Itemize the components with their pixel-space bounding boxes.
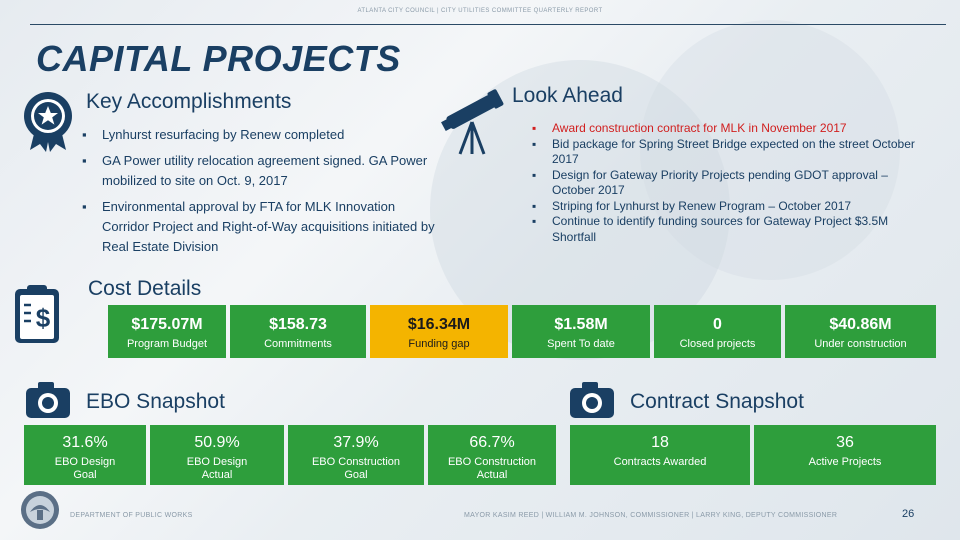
list-item: Lynhurst resurfacing by Renew completed	[82, 125, 442, 145]
look-ahead-heading: Look Ahead	[512, 84, 623, 107]
key-accomplishments-heading: Key Accomplishments	[86, 90, 292, 113]
list-item: Design for Gateway Priority Projects pen…	[532, 168, 932, 199]
cost-card-commitments: $158.73 Commitments	[230, 305, 366, 358]
cost-label: Program Budget	[126, 338, 208, 350]
ebo-card-design-goal: 31.6% EBO Design Goal	[24, 425, 146, 485]
footer-department: DEPARTMENT OF PUBLIC WORKS	[70, 512, 193, 519]
cost-value: $175.07M	[131, 316, 203, 333]
header-divider	[30, 24, 946, 25]
ebo-label: EBO Design Goal	[54, 456, 116, 481]
contract-label: Contracts Awarded	[613, 456, 707, 468]
list-item: GA Power utility relocation agreement si…	[82, 151, 442, 191]
cost-value: $16.34M	[407, 316, 471, 333]
list-item: Continue to identify funding sources for…	[532, 214, 932, 245]
cost-card-under-construction: $40.86M Under construction	[785, 305, 936, 358]
cost-card-spent-to-date: $1.58M Spent To date	[512, 305, 650, 358]
ebo-value: 66.7%	[469, 434, 515, 451]
ebo-label: EBO Construction Goal	[311, 456, 401, 481]
page-title: CAPITAL PROJECTS	[36, 38, 401, 79]
footer-officials: MAYOR KASIM REED | WILLIAM M. JOHNSON, C…	[464, 512, 838, 519]
key-accomplishments-list: Lynhurst resurfacing by Renew completed …	[82, 125, 442, 263]
cost-value: $158.73	[269, 316, 327, 333]
ebo-label: EBO Design Actual	[186, 456, 248, 481]
cost-value: $1.58M	[554, 316, 608, 333]
award-ribbon-icon	[24, 92, 72, 152]
camera-icon	[570, 382, 614, 418]
ebo-card-construction-goal: 37.9% EBO Construction Goal	[288, 425, 424, 485]
cost-card-funding-gap: $16.34M Funding gap	[370, 305, 508, 358]
contract-value: 18	[651, 434, 669, 451]
city-seal-logo	[21, 491, 59, 529]
cost-label: Funding gap	[408, 338, 470, 350]
list-item: Striping for Lynhurst by Renew Program –…	[532, 199, 932, 215]
list-item: Award construction contract for MLK in N…	[532, 121, 932, 137]
cost-card-program-budget: $175.07M Program Budget	[108, 305, 226, 358]
telescope-icon	[441, 89, 504, 155]
ebo-snapshot-heading: EBO Snapshot	[86, 390, 225, 413]
contract-value: 36	[836, 434, 854, 451]
list-item: Environmental approval by FTA for MLK In…	[82, 197, 442, 257]
cost-value: $40.86M	[829, 316, 892, 333]
cost-label: Under construction	[814, 338, 907, 350]
clipboard-dollar-icon: $	[15, 285, 59, 343]
contract-card-active-projects: 36 Active Projects	[754, 425, 936, 485]
cost-label: Spent To date	[547, 338, 615, 350]
list-item: Bid package for Spring Street Bridge exp…	[532, 137, 932, 168]
ebo-value: 31.6%	[62, 434, 108, 451]
camera-icon	[26, 382, 70, 418]
cost-card-closed-projects: 0 Closed projects	[654, 305, 781, 358]
contract-card-awarded: 18 Contracts Awarded	[570, 425, 750, 485]
cost-details-heading: Cost Details	[88, 277, 202, 300]
cost-label: Closed projects	[679, 338, 756, 350]
contract-label: Active Projects	[808, 456, 882, 468]
report-header: ATLANTA CITY COUNCIL | CITY UTILITIES CO…	[357, 8, 603, 14]
look-ahead-list: Award construction contract for MLK in N…	[532, 121, 932, 245]
ebo-value: 37.9%	[333, 434, 379, 451]
svg-text:$: $	[36, 303, 51, 333]
contract-snapshot-heading: Contract Snapshot	[630, 390, 804, 413]
page-number: 26	[902, 508, 915, 520]
ebo-card-construction-actual: 66.7% EBO Construction Actual	[428, 425, 556, 485]
cost-label: Commitments	[264, 338, 332, 350]
ebo-value: 50.9%	[194, 434, 240, 451]
ebo-card-design-actual: 50.9% EBO Design Actual	[150, 425, 284, 485]
cost-value: 0	[713, 316, 722, 333]
ebo-label: EBO Construction Actual	[447, 456, 537, 481]
